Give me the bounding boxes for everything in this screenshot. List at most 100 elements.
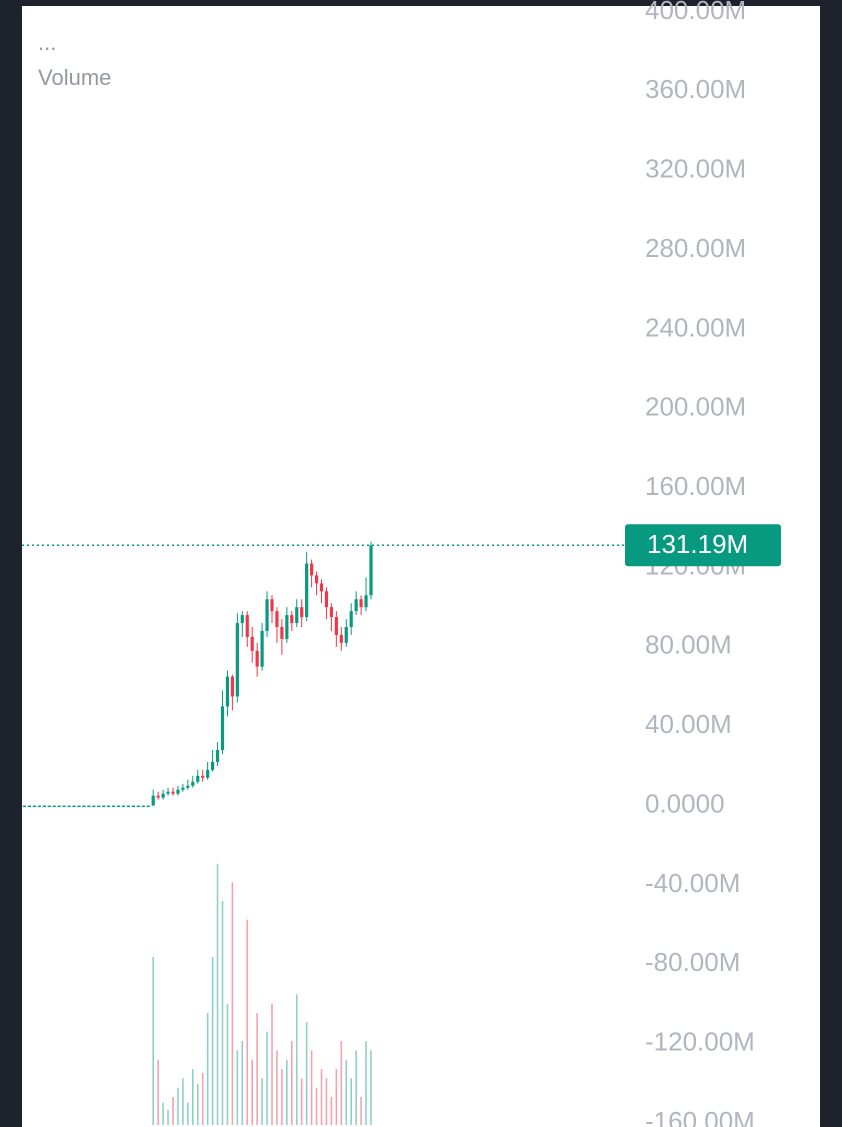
candle-body xyxy=(121,805,126,808)
candle-body xyxy=(260,630,264,667)
volume-bar xyxy=(276,1050,278,1125)
y-tick-label: -160.00M xyxy=(645,1106,755,1127)
volume-bar xyxy=(345,1059,348,1125)
volume-bar xyxy=(196,1083,199,1125)
volume-bar xyxy=(251,1059,253,1125)
volume-bar xyxy=(315,1087,318,1125)
candle-body xyxy=(156,795,160,798)
candle-body xyxy=(196,775,200,782)
volume-bar xyxy=(187,1102,189,1125)
volume-bar xyxy=(325,1078,328,1125)
candle-body xyxy=(245,615,249,637)
candle-body xyxy=(215,750,220,762)
volume-bar xyxy=(271,1003,273,1125)
panel xyxy=(22,6,820,1127)
candle-body xyxy=(107,805,111,808)
volume-bar xyxy=(360,1097,362,1125)
candle-body xyxy=(191,781,195,786)
candle-body xyxy=(250,636,254,651)
last-price-tag xyxy=(625,524,781,567)
candle-body xyxy=(57,805,61,808)
candle-body xyxy=(171,791,175,794)
volume-bar xyxy=(286,1059,288,1125)
candle-body xyxy=(62,805,66,808)
volume-bar xyxy=(182,1078,184,1125)
y-tick-label: 400.00M xyxy=(645,0,746,25)
volume-bar xyxy=(206,1013,209,1125)
candle-body xyxy=(92,805,96,808)
volume-bar xyxy=(355,1050,357,1125)
candle-body xyxy=(339,634,343,643)
y-tick-label: 280.00M xyxy=(645,233,746,263)
candle-body xyxy=(131,805,135,808)
candle-body xyxy=(161,793,165,798)
candle-body xyxy=(310,563,314,576)
candle-body xyxy=(166,791,170,794)
candle-body xyxy=(359,599,363,608)
candle-body xyxy=(314,575,319,584)
candle-body xyxy=(265,599,269,631)
candle-body xyxy=(344,627,348,643)
candle-body xyxy=(230,676,234,697)
candle-body xyxy=(211,761,215,770)
volume-bar xyxy=(365,1041,367,1125)
y-tick-label: 160.00M xyxy=(645,471,746,501)
candle-body xyxy=(32,805,36,808)
candle-body xyxy=(146,805,150,808)
candle-body xyxy=(280,627,284,639)
y-tick-label: 200.00M xyxy=(645,392,746,422)
candle-body xyxy=(240,615,244,624)
volume-bar xyxy=(167,1110,169,1125)
candle-body xyxy=(235,623,239,697)
volume-bar xyxy=(330,1097,333,1125)
volume-bar xyxy=(281,1069,283,1125)
volume-bar xyxy=(157,1059,159,1125)
volume-bar xyxy=(231,882,234,1125)
y-tick-label: 80.00M xyxy=(645,630,732,660)
candle-body xyxy=(52,805,56,808)
volume-bar xyxy=(320,1069,323,1125)
candle-body xyxy=(225,676,230,707)
volume-bar xyxy=(216,863,219,1125)
candle-body xyxy=(136,805,140,808)
volume-bar xyxy=(192,1069,194,1125)
candle-body xyxy=(72,805,76,808)
candle-body xyxy=(42,805,46,808)
y-tick-label: 360.00M xyxy=(645,74,746,104)
candle-body xyxy=(255,650,259,667)
y-tick-label: 320.00M xyxy=(645,154,746,184)
candle-body xyxy=(300,607,304,618)
volume-bar xyxy=(261,1078,263,1125)
candle-body xyxy=(102,805,106,808)
candle-body xyxy=(186,785,190,788)
volume-title: Volume xyxy=(38,65,111,90)
last-price-label: 131.19M xyxy=(647,529,748,559)
volume-bar xyxy=(370,1050,372,1125)
candle-body xyxy=(37,805,41,808)
candle-body xyxy=(112,805,116,808)
candle-body xyxy=(87,805,91,808)
volume-bar xyxy=(291,1041,293,1125)
candle-body xyxy=(47,805,51,808)
candle-body xyxy=(305,563,309,618)
candle-body xyxy=(319,583,324,592)
volume-bar xyxy=(340,1041,343,1125)
candle-body xyxy=(369,545,373,596)
candle-body xyxy=(141,805,145,808)
y-tick-label: -120.00M xyxy=(645,1027,755,1057)
volume-bar xyxy=(236,1050,239,1125)
candle-body xyxy=(116,805,121,808)
candle-body xyxy=(97,805,101,808)
volume-bar xyxy=(172,1097,174,1125)
candle-body xyxy=(126,805,131,808)
volume-bar xyxy=(241,1041,244,1125)
menu-dots[interactable]: ... xyxy=(38,30,56,55)
volume-bar xyxy=(335,1069,338,1125)
candle-body xyxy=(77,805,81,808)
y-tick-label: -40.00M xyxy=(645,868,740,898)
candle-body xyxy=(181,787,185,790)
volume-bar xyxy=(201,1072,204,1125)
volume-bar xyxy=(226,1003,229,1125)
y-tick-label: 240.00M xyxy=(645,312,746,342)
candle-body xyxy=(270,599,274,612)
